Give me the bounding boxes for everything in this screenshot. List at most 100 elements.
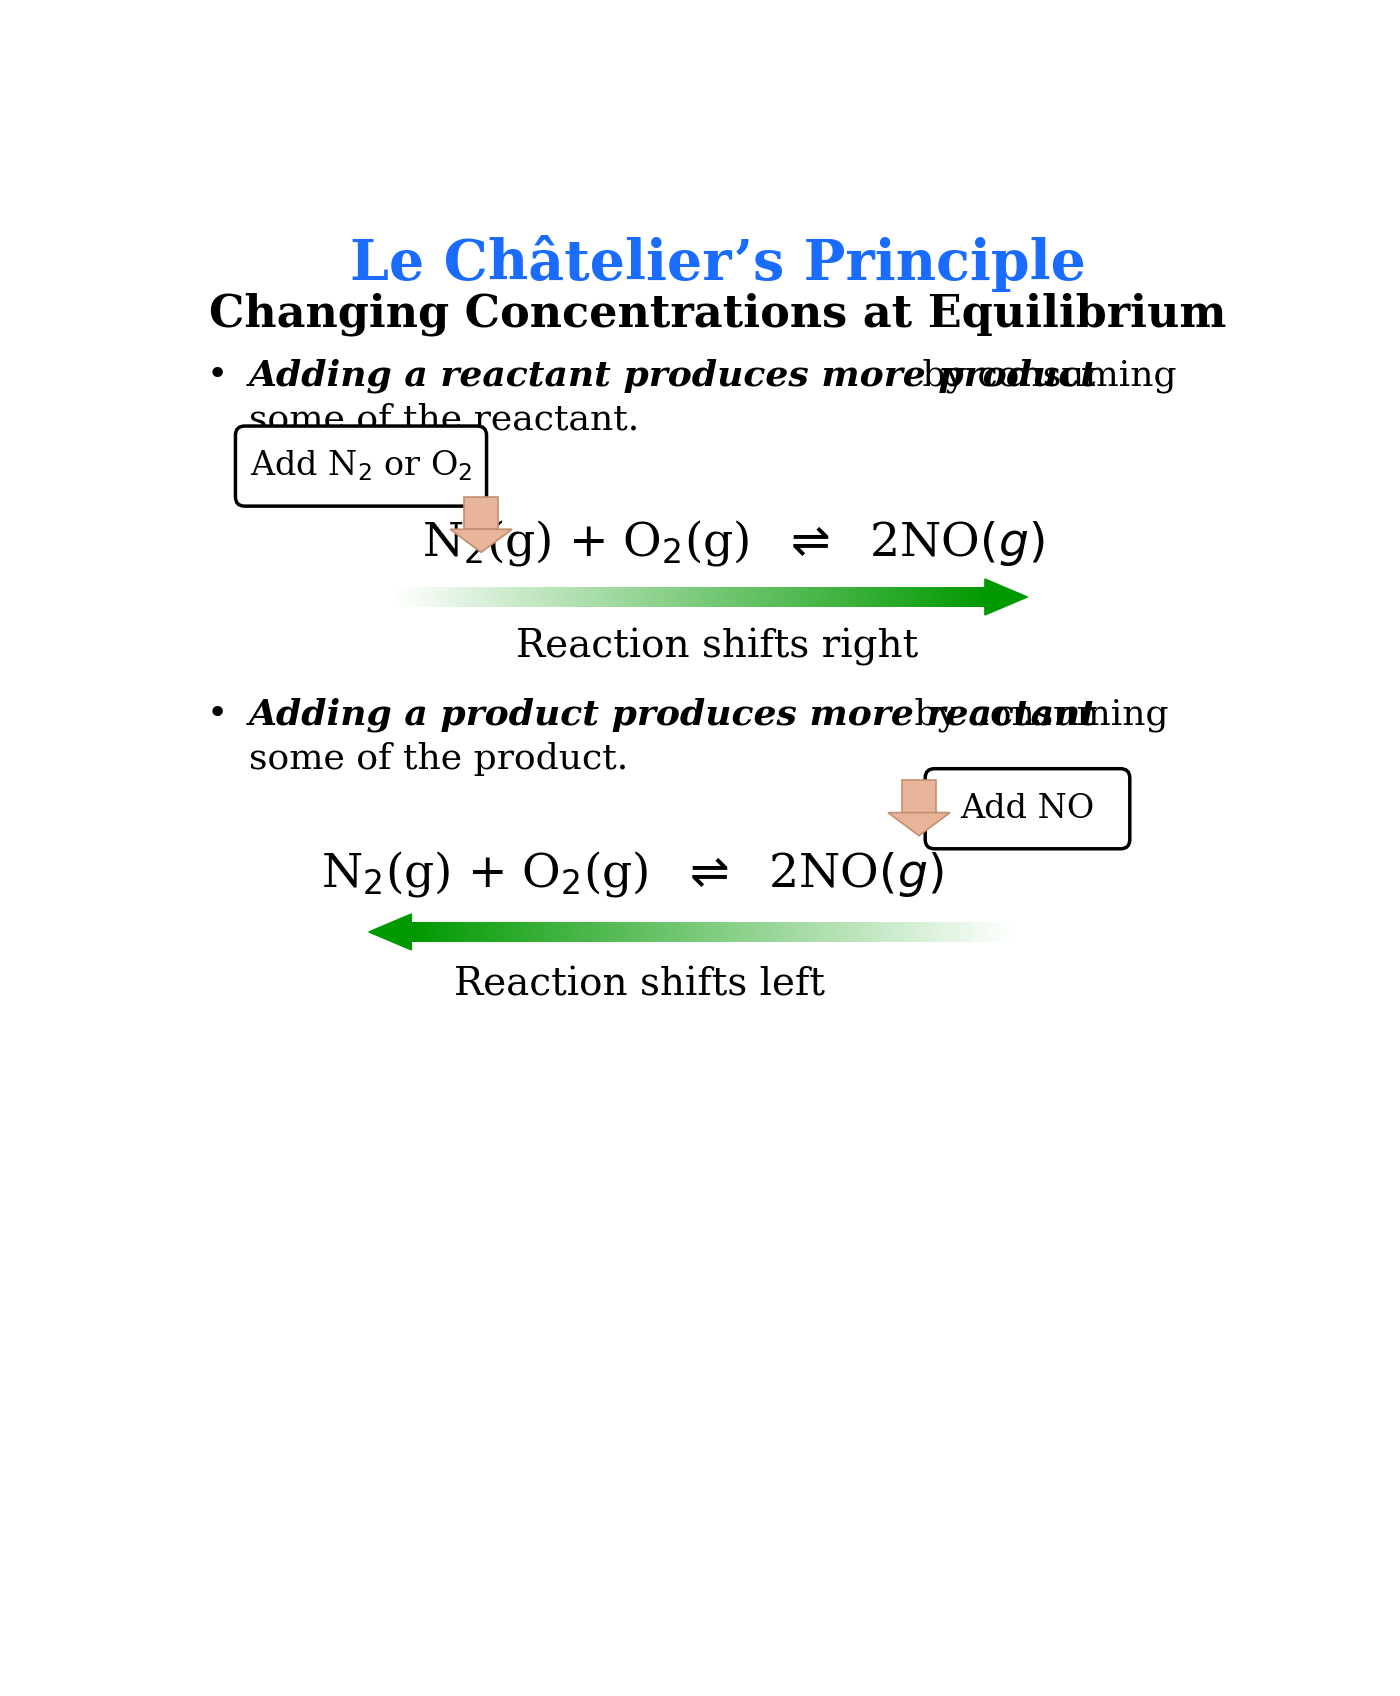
Bar	[718, 923, 721, 941]
Bar	[633, 923, 634, 941]
Bar	[811, 923, 813, 941]
Bar	[528, 923, 531, 941]
Bar	[493, 587, 496, 607]
Bar	[617, 587, 620, 607]
Bar	[795, 587, 797, 607]
Bar	[598, 587, 601, 607]
Polygon shape	[368, 914, 412, 950]
Bar	[759, 587, 762, 607]
Bar	[468, 587, 470, 607]
Bar	[729, 587, 731, 607]
Bar	[882, 923, 883, 941]
Bar	[760, 587, 763, 607]
Bar	[832, 923, 833, 941]
Bar	[574, 923, 577, 941]
Bar	[536, 923, 539, 941]
Bar	[773, 587, 776, 607]
Bar	[444, 587, 447, 607]
Bar	[672, 923, 675, 941]
Bar	[676, 923, 679, 941]
Bar	[717, 923, 720, 941]
Bar	[449, 587, 452, 607]
Bar	[1002, 923, 1004, 941]
Bar	[834, 587, 837, 607]
Bar	[757, 587, 759, 607]
Bar	[559, 923, 560, 941]
Bar	[542, 923, 545, 941]
Bar	[783, 587, 785, 607]
Bar	[543, 587, 545, 607]
Bar	[427, 587, 430, 607]
Bar	[776, 923, 777, 941]
Bar	[949, 587, 952, 607]
Bar	[864, 923, 865, 941]
Bar	[526, 923, 528, 941]
Bar	[920, 587, 921, 607]
Bar	[797, 587, 799, 607]
Bar	[489, 587, 491, 607]
Bar	[657, 923, 659, 941]
Bar	[629, 587, 630, 607]
Bar	[855, 587, 858, 607]
Bar	[739, 587, 742, 607]
Bar	[910, 923, 911, 941]
Bar	[893, 923, 896, 941]
Polygon shape	[888, 812, 951, 836]
Bar	[483, 587, 486, 607]
Bar	[952, 923, 955, 941]
Bar	[421, 587, 424, 607]
Bar	[801, 587, 802, 607]
Bar	[735, 587, 738, 607]
Bar	[706, 587, 707, 607]
Bar	[930, 587, 932, 607]
Bar	[1012, 923, 1015, 941]
Bar	[924, 923, 925, 941]
Bar	[777, 587, 778, 607]
Bar	[948, 587, 949, 607]
Bar	[491, 923, 494, 941]
Bar	[735, 923, 738, 941]
Bar	[771, 923, 773, 941]
Bar	[496, 923, 498, 941]
Bar	[755, 587, 757, 607]
Bar	[563, 587, 564, 607]
Bar	[588, 587, 591, 607]
Bar	[665, 587, 668, 607]
Bar	[878, 923, 879, 941]
Bar	[547, 923, 550, 941]
Bar	[816, 587, 819, 607]
Bar	[630, 587, 633, 607]
Bar	[970, 923, 972, 941]
Bar	[811, 587, 813, 607]
Bar	[620, 923, 623, 941]
Bar	[482, 923, 484, 941]
Bar	[833, 923, 836, 941]
Bar	[869, 587, 872, 607]
Bar	[869, 923, 872, 941]
Bar	[822, 923, 823, 941]
Bar	[820, 587, 823, 607]
Bar	[990, 923, 993, 941]
Bar	[902, 923, 904, 941]
Bar	[974, 923, 976, 941]
Bar	[741, 923, 743, 941]
Bar	[582, 923, 585, 941]
Bar	[521, 587, 524, 607]
Bar	[652, 587, 654, 607]
Bar	[685, 923, 687, 941]
Bar	[665, 923, 666, 941]
Bar	[846, 923, 847, 941]
Bar	[431, 923, 434, 941]
Bar	[459, 587, 462, 607]
Bar	[578, 587, 581, 607]
Bar	[900, 587, 902, 607]
Bar	[630, 923, 633, 941]
Bar	[561, 923, 564, 941]
Bar	[993, 923, 994, 941]
Bar	[874, 587, 876, 607]
Bar	[707, 923, 708, 941]
Bar	[620, 587, 623, 607]
Bar	[865, 923, 868, 941]
Bar	[606, 587, 609, 607]
Bar	[444, 923, 447, 941]
